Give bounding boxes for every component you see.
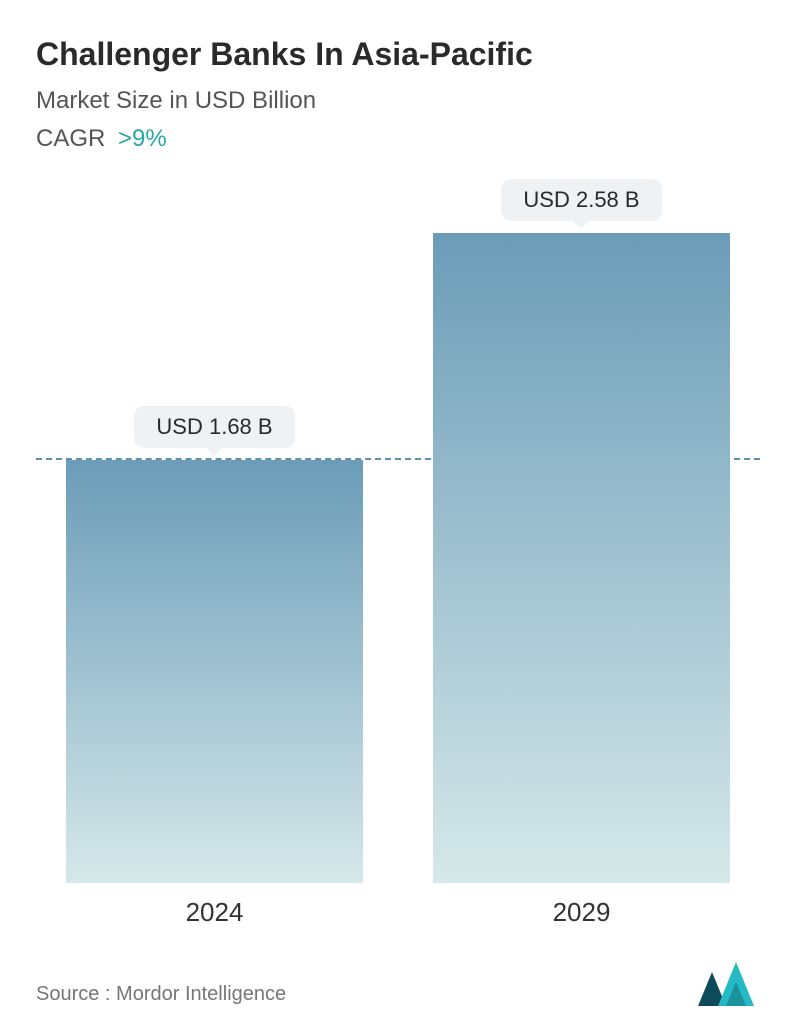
chart-container: Challenger Banks In Asia-Pacific Market … — [0, 0, 796, 1034]
value-badge: USD 2.58 B — [501, 179, 661, 221]
bars-region: USD 1.68 B USD 2.58 B — [36, 183, 760, 883]
chart-subtitle: Market Size in USD Billion — [36, 87, 760, 115]
chart-footer: Source : Mordor Intelligence — [36, 962, 760, 1006]
cagr-value: >9% — [118, 125, 167, 152]
x-axis-labels: 2024 2029 — [36, 897, 760, 928]
bar-group: USD 2.58 B — [433, 179, 730, 883]
bar-group: USD 1.68 B — [66, 406, 363, 883]
chart-title: Challenger Banks In Asia-Pacific — [36, 36, 760, 73]
value-badge: USD 1.68 B — [134, 406, 294, 448]
x-label: 2029 — [433, 897, 730, 928]
chart-area: USD 1.68 B USD 2.58 B 2024 2029 — [36, 183, 760, 928]
x-label: 2024 — [66, 897, 363, 928]
source-text: Source : Mordor Intelligence — [36, 983, 286, 1006]
cagr-line: CAGR >9% — [36, 125, 760, 153]
logo-icon — [698, 962, 760, 1006]
bar — [66, 460, 363, 883]
bar — [433, 233, 730, 883]
cagr-label: CAGR — [36, 125, 105, 152]
